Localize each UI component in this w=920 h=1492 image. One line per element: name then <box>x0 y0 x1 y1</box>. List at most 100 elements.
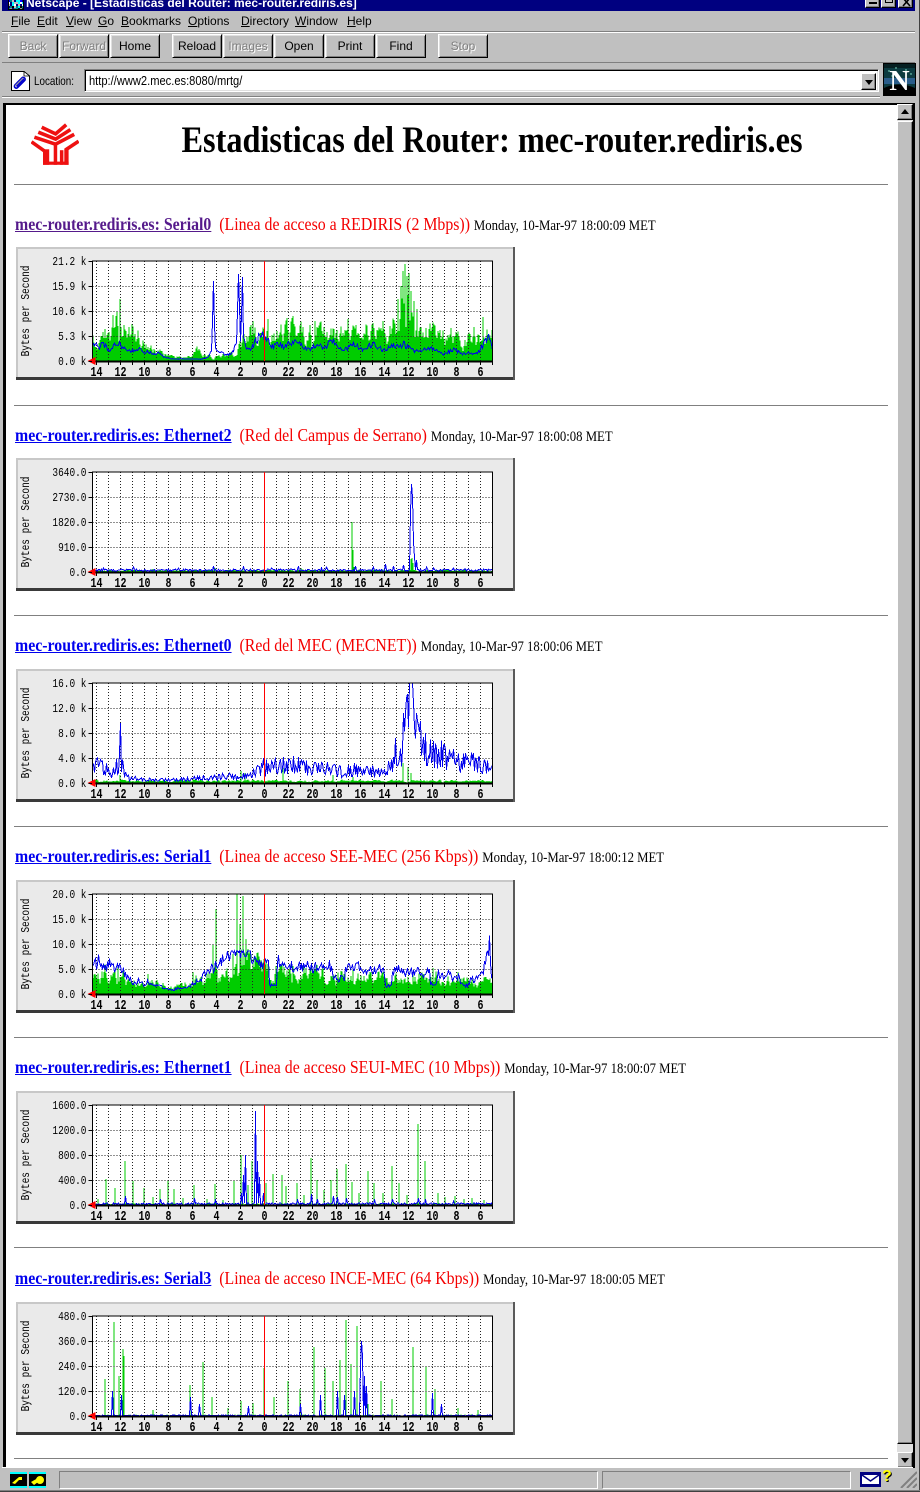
svg-text:16: 16 <box>355 787 367 802</box>
svg-text:0.0: 0.0 <box>69 1411 86 1424</box>
svg-text:4: 4 <box>214 365 220 380</box>
svg-text:14: 14 <box>379 787 391 802</box>
svg-text:12: 12 <box>403 365 415 380</box>
svg-text:21.2 k: 21.2 k <box>52 256 86 269</box>
svg-text:16.0 k: 16.0 k <box>52 678 86 691</box>
svg-text:6: 6 <box>478 365 484 380</box>
svg-text:12: 12 <box>115 576 127 591</box>
svg-text:360.0: 360.0 <box>58 1336 86 1349</box>
svg-text:6: 6 <box>478 787 484 802</box>
svg-text:10: 10 <box>427 576 439 591</box>
svg-text:12.0 k: 12.0 k <box>52 703 86 716</box>
svg-text:16: 16 <box>355 576 367 591</box>
svg-text:14: 14 <box>91 576 103 591</box>
svg-text:12: 12 <box>115 1420 127 1435</box>
svg-text:8: 8 <box>454 1209 460 1224</box>
svg-text:12: 12 <box>115 998 127 1013</box>
svg-text:16: 16 <box>355 1420 367 1435</box>
svg-text:18: 18 <box>331 787 343 802</box>
svg-text:0.0: 0.0 <box>69 567 86 580</box>
svg-text:20: 20 <box>307 998 319 1013</box>
svg-text:0: 0 <box>262 998 268 1013</box>
svg-text:4: 4 <box>214 787 220 802</box>
svg-text:10: 10 <box>427 998 439 1013</box>
svg-text:14: 14 <box>379 1209 391 1224</box>
svg-text:6: 6 <box>190 998 196 1013</box>
svg-text:10: 10 <box>139 1209 151 1224</box>
svg-text:10: 10 <box>139 365 151 380</box>
svg-text:2: 2 <box>238 787 244 802</box>
svg-text:8.0 k: 8.0 k <box>58 728 86 741</box>
svg-text:14: 14 <box>91 365 103 380</box>
svg-text:8: 8 <box>166 787 172 802</box>
svg-text:18: 18 <box>331 365 343 380</box>
svg-text:10.0 k: 10.0 k <box>52 939 86 952</box>
svg-text:12: 12 <box>403 1420 415 1435</box>
svg-text:10: 10 <box>139 576 151 591</box>
svg-text:N: N <box>889 66 909 95</box>
svg-text:20: 20 <box>307 787 319 802</box>
svg-text:16: 16 <box>355 998 367 1013</box>
svg-text:12: 12 <box>403 576 415 591</box>
svg-text:4: 4 <box>214 576 220 591</box>
svg-text:0.0 k: 0.0 k <box>58 778 86 791</box>
svg-text:2: 2 <box>238 998 244 1013</box>
svg-text:8: 8 <box>166 576 172 591</box>
svg-text:16: 16 <box>355 1209 367 1224</box>
svg-text:14: 14 <box>91 1209 103 1224</box>
svg-text:10: 10 <box>427 787 439 802</box>
svg-text:18: 18 <box>331 1209 343 1224</box>
svg-text:910.0: 910.0 <box>58 542 86 555</box>
svg-text:16: 16 <box>355 365 367 380</box>
svg-text:4: 4 <box>214 1420 220 1435</box>
svg-text:14: 14 <box>91 787 103 802</box>
svg-text:0: 0 <box>262 1420 268 1435</box>
svg-text:20: 20 <box>307 365 319 380</box>
svg-text:22: 22 <box>283 998 295 1013</box>
svg-text:0.0 k: 0.0 k <box>58 989 86 1002</box>
svg-text:14: 14 <box>91 1420 103 1435</box>
svg-text:4: 4 <box>214 998 220 1013</box>
svg-text:0: 0 <box>262 787 268 802</box>
svg-text:120.0: 120.0 <box>58 1386 86 1399</box>
svg-text:3640.0: 3640.0 <box>52 467 86 480</box>
svg-text:14: 14 <box>379 998 391 1013</box>
svg-text:8: 8 <box>454 365 460 380</box>
svg-text:10: 10 <box>139 787 151 802</box>
svg-text:8: 8 <box>166 365 172 380</box>
svg-text:10.6 k: 10.6 k <box>52 306 86 319</box>
svg-text:2: 2 <box>238 1420 244 1435</box>
svg-text:8: 8 <box>454 787 460 802</box>
svg-text:15.9 k: 15.9 k <box>52 281 86 294</box>
svg-text:2: 2 <box>238 1209 244 1224</box>
svg-text:20: 20 <box>307 1209 319 1224</box>
svg-text:10: 10 <box>427 1209 439 1224</box>
svg-text:8: 8 <box>166 998 172 1013</box>
svg-text:2: 2 <box>238 576 244 591</box>
svg-text:0: 0 <box>262 1209 268 1224</box>
svg-text:6: 6 <box>478 1420 484 1435</box>
svg-text:18: 18 <box>331 576 343 591</box>
svg-text:22: 22 <box>283 787 295 802</box>
svg-text:8: 8 <box>454 576 460 591</box>
svg-text:8: 8 <box>166 1420 172 1435</box>
svg-text:10: 10 <box>139 998 151 1013</box>
svg-text:10: 10 <box>427 1420 439 1435</box>
svg-text:20.0 k: 20.0 k <box>52 889 86 902</box>
svg-text:6: 6 <box>190 1420 196 1435</box>
svg-text:20: 20 <box>307 576 319 591</box>
svg-text:6: 6 <box>190 365 196 380</box>
svg-text:6: 6 <box>478 1209 484 1224</box>
svg-text:10: 10 <box>427 365 439 380</box>
svg-text:5.0 k: 5.0 k <box>58 964 86 977</box>
svg-text:0.0: 0.0 <box>69 1200 86 1213</box>
svg-text:12: 12 <box>115 787 127 802</box>
svg-text:400.0: 400.0 <box>58 1175 86 1188</box>
svg-text:800.0: 800.0 <box>58 1150 86 1163</box>
svg-text:2: 2 <box>238 365 244 380</box>
svg-text:1200.0: 1200.0 <box>52 1125 86 1138</box>
svg-text:12: 12 <box>403 787 415 802</box>
svg-text:6: 6 <box>190 787 196 802</box>
svg-text:Bytes per Second: Bytes per Second <box>20 688 33 779</box>
svg-text:0.0 k: 0.0 k <box>58 356 86 369</box>
